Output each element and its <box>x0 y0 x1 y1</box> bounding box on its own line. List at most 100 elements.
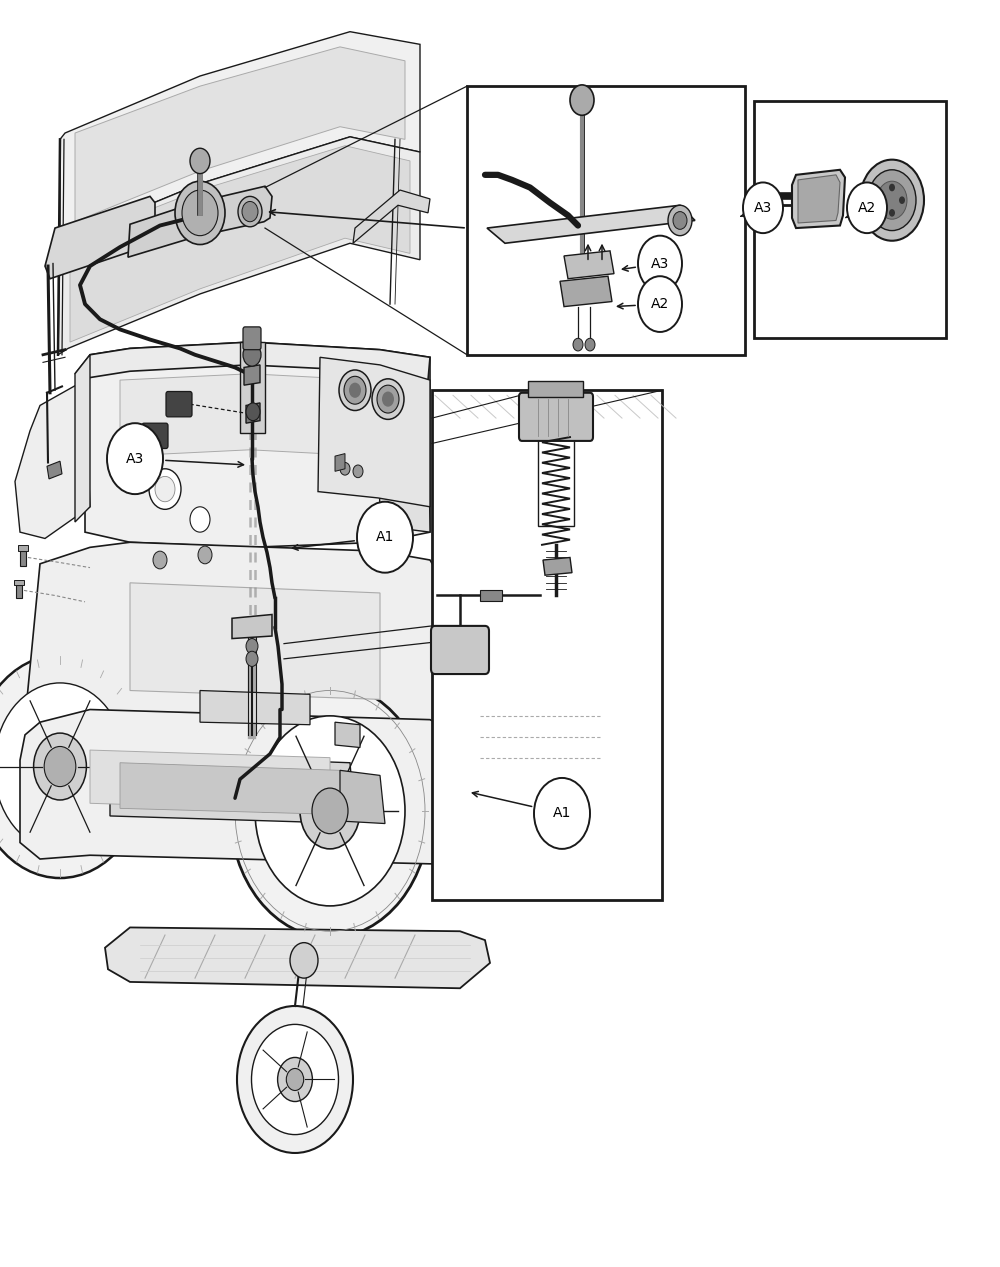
Circle shape <box>243 343 261 366</box>
Circle shape <box>899 196 905 204</box>
Circle shape <box>349 383 361 398</box>
Circle shape <box>296 953 304 963</box>
Polygon shape <box>75 47 405 222</box>
Circle shape <box>190 507 210 532</box>
Polygon shape <box>232 614 272 639</box>
Circle shape <box>877 181 907 219</box>
Circle shape <box>668 205 692 236</box>
Circle shape <box>585 338 595 351</box>
Text: A3: A3 <box>651 256 669 271</box>
Circle shape <box>230 684 430 938</box>
Polygon shape <box>798 175 840 223</box>
Circle shape <box>34 734 86 799</box>
Bar <box>754 101 946 338</box>
Polygon shape <box>45 196 155 279</box>
Text: A1: A1 <box>376 530 394 545</box>
Circle shape <box>175 181 225 245</box>
Circle shape <box>847 182 887 233</box>
Polygon shape <box>105 927 490 988</box>
Bar <box>432 390 662 900</box>
Circle shape <box>0 683 126 850</box>
Circle shape <box>198 546 212 564</box>
Polygon shape <box>318 357 430 507</box>
Polygon shape <box>120 763 345 815</box>
Polygon shape <box>200 691 310 725</box>
Polygon shape <box>353 190 430 243</box>
Circle shape <box>534 778 590 849</box>
FancyBboxPatch shape <box>243 327 261 350</box>
Bar <box>480 590 502 601</box>
Circle shape <box>372 379 404 419</box>
Circle shape <box>573 338 583 351</box>
Polygon shape <box>47 461 62 479</box>
Polygon shape <box>244 365 260 385</box>
Circle shape <box>638 276 682 332</box>
Polygon shape <box>543 557 572 575</box>
Circle shape <box>344 376 366 404</box>
Circle shape <box>44 746 76 787</box>
Polygon shape <box>120 374 370 456</box>
Circle shape <box>868 170 916 231</box>
Circle shape <box>879 196 885 204</box>
Polygon shape <box>110 754 355 824</box>
Text: A2: A2 <box>858 200 876 215</box>
Polygon shape <box>60 32 420 246</box>
Polygon shape <box>90 750 330 811</box>
Circle shape <box>242 201 258 222</box>
Polygon shape <box>487 205 695 243</box>
Polygon shape <box>792 170 845 228</box>
Polygon shape <box>378 371 430 532</box>
Circle shape <box>312 788 348 834</box>
Bar <box>14 580 24 585</box>
Polygon shape <box>58 137 420 355</box>
Text: A1: A1 <box>553 806 571 821</box>
Circle shape <box>255 716 405 906</box>
Text: A3: A3 <box>754 200 772 215</box>
Circle shape <box>638 236 682 291</box>
Circle shape <box>246 639 258 654</box>
Circle shape <box>252 1024 338 1135</box>
Bar <box>18 545 28 551</box>
Circle shape <box>290 943 318 978</box>
Circle shape <box>357 502 413 573</box>
Polygon shape <box>335 454 345 471</box>
Circle shape <box>382 392 394 407</box>
Polygon shape <box>335 722 360 748</box>
Polygon shape <box>340 770 385 824</box>
Circle shape <box>107 423 163 494</box>
Circle shape <box>377 385 399 413</box>
Bar <box>528 381 583 397</box>
FancyBboxPatch shape <box>166 392 192 417</box>
Circle shape <box>286 1068 304 1091</box>
Circle shape <box>237 1006 353 1153</box>
Circle shape <box>339 370 371 411</box>
Polygon shape <box>560 276 612 307</box>
Text: A2: A2 <box>651 296 669 312</box>
Circle shape <box>190 148 210 174</box>
Circle shape <box>889 209 895 217</box>
Circle shape <box>889 184 895 191</box>
Polygon shape <box>128 186 272 257</box>
Circle shape <box>340 462 350 475</box>
Bar <box>467 86 745 355</box>
Polygon shape <box>75 355 90 522</box>
Polygon shape <box>240 342 265 433</box>
Circle shape <box>238 196 262 227</box>
Circle shape <box>155 476 175 502</box>
Circle shape <box>570 85 594 115</box>
Circle shape <box>860 160 924 241</box>
Circle shape <box>246 651 258 666</box>
FancyBboxPatch shape <box>519 393 593 441</box>
FancyBboxPatch shape <box>431 626 489 674</box>
Polygon shape <box>20 710 462 864</box>
Bar <box>20 551 26 566</box>
Polygon shape <box>70 146 410 342</box>
Polygon shape <box>246 403 260 423</box>
Polygon shape <box>75 342 430 380</box>
Circle shape <box>182 190 218 236</box>
Polygon shape <box>130 583 380 699</box>
Polygon shape <box>85 342 430 547</box>
Circle shape <box>246 403 260 421</box>
Polygon shape <box>25 542 440 754</box>
Circle shape <box>300 773 360 849</box>
